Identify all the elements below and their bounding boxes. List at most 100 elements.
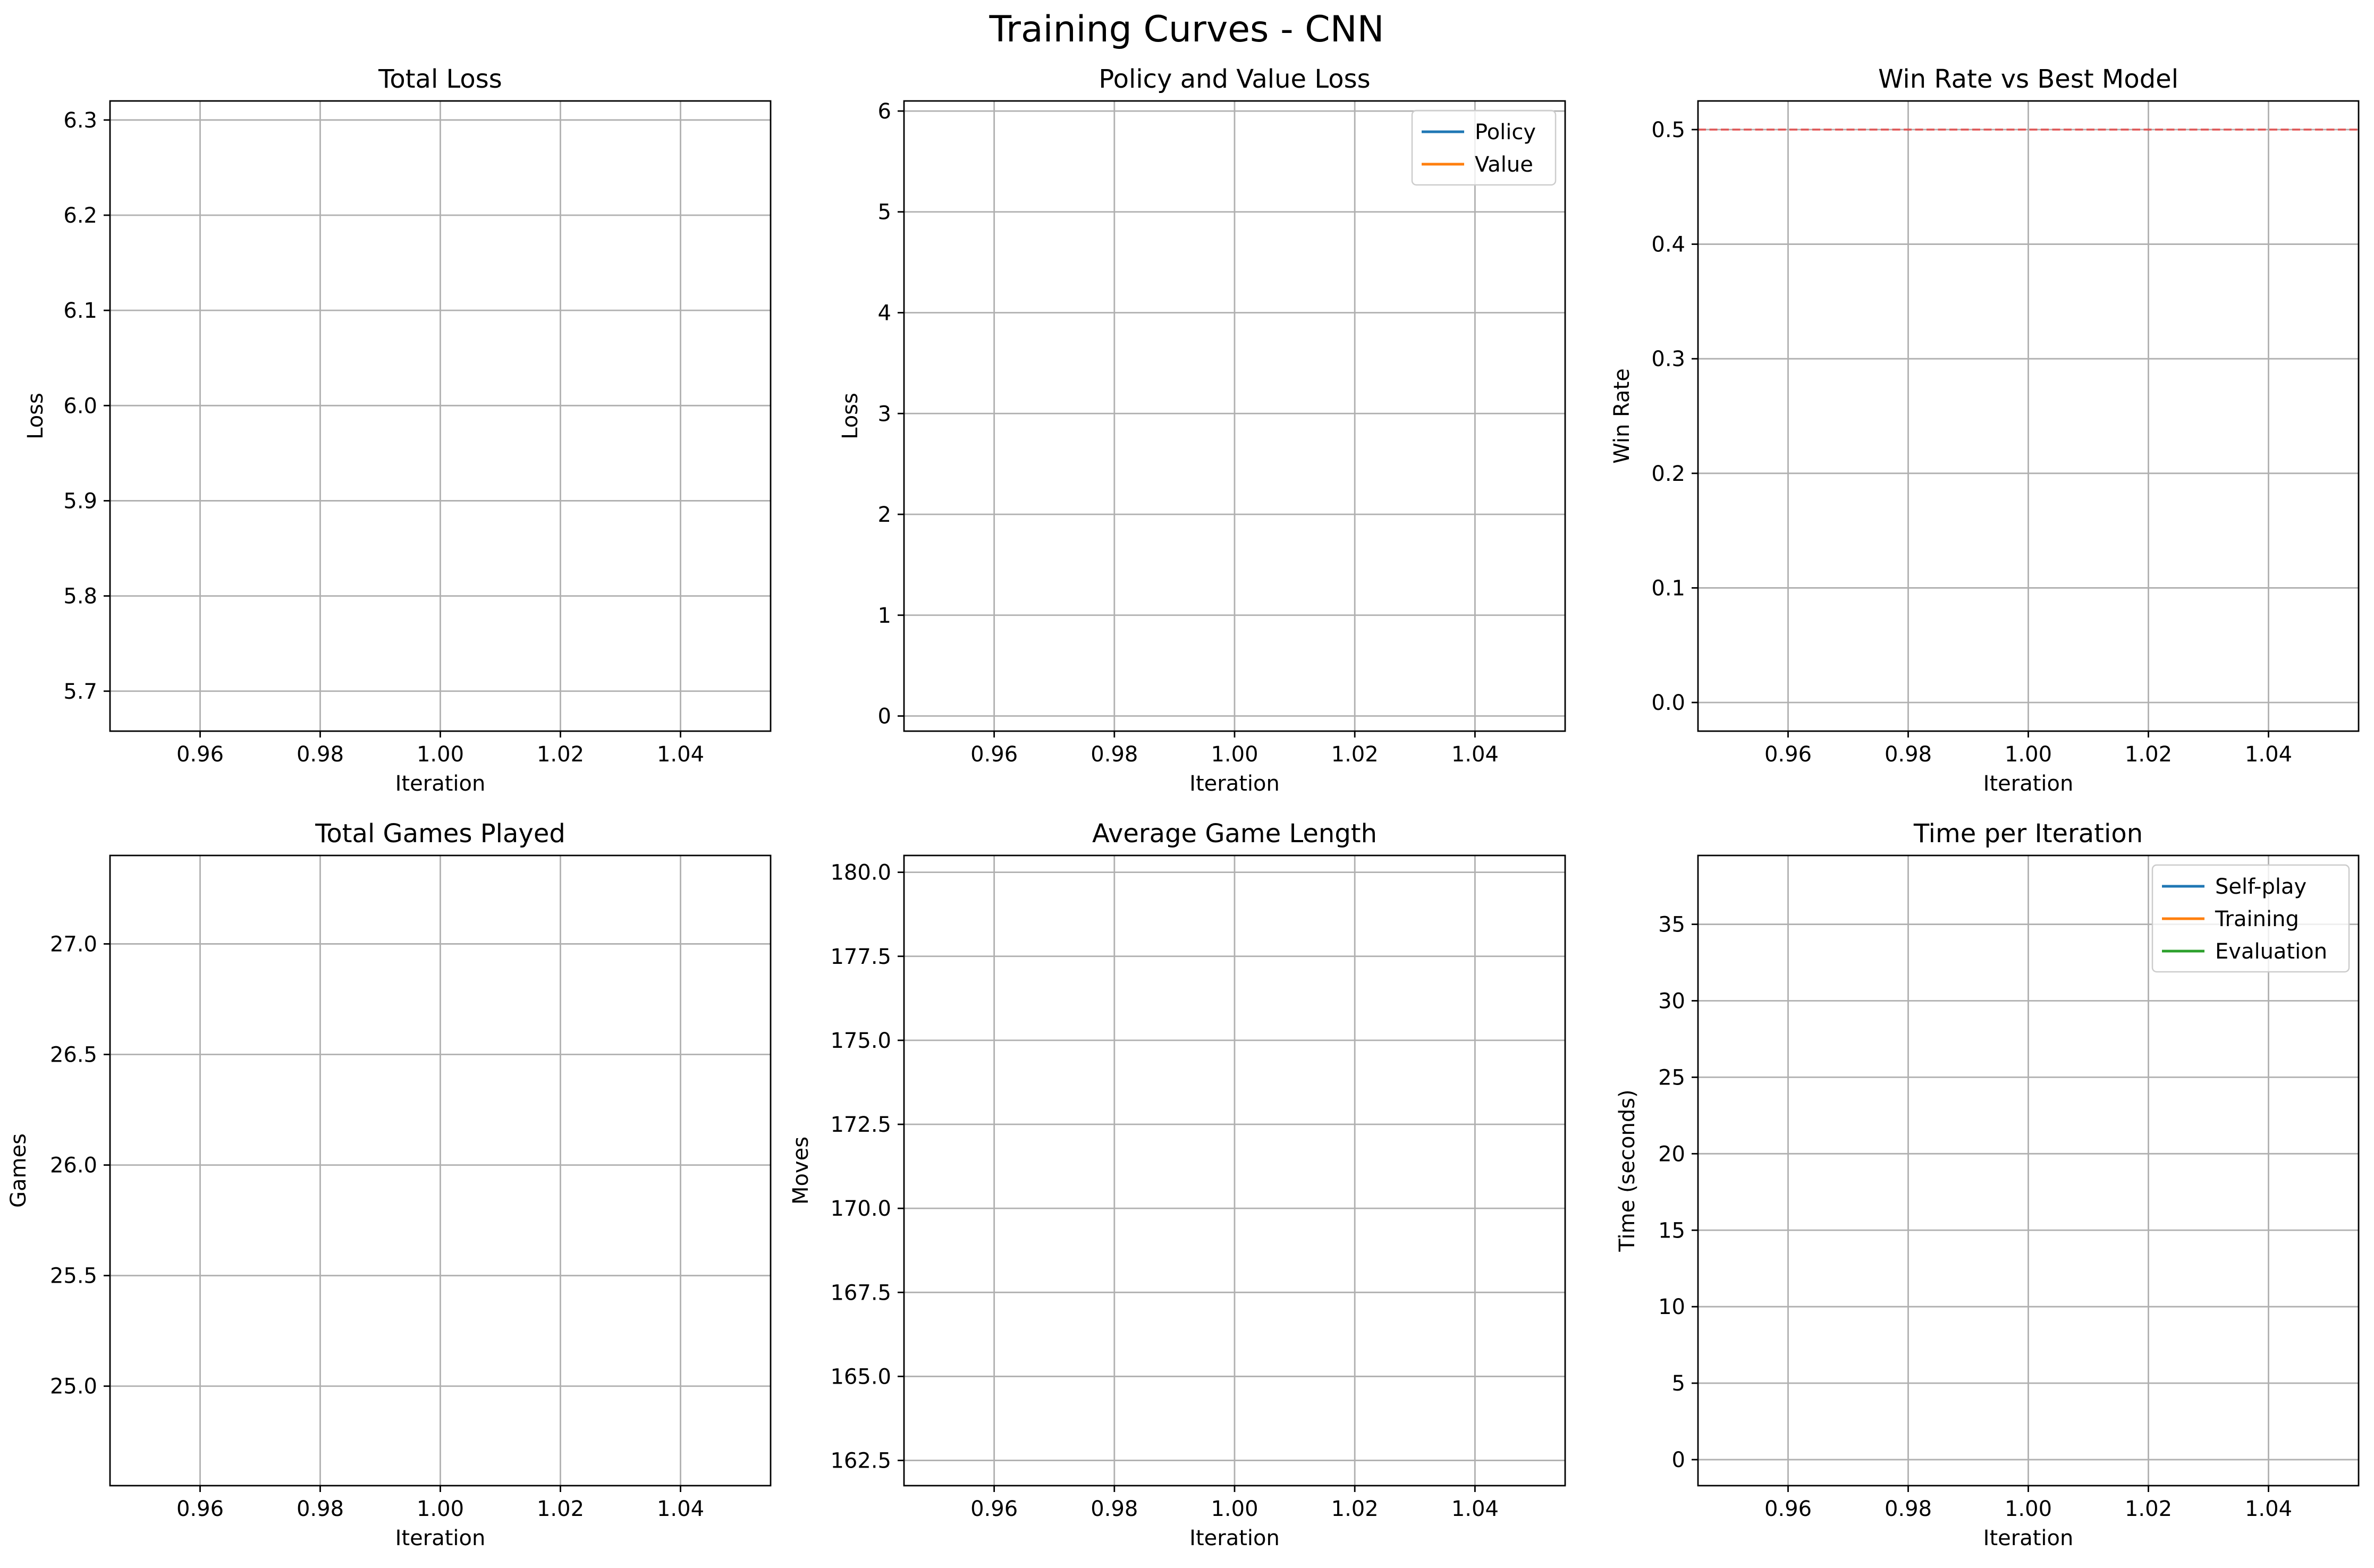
subplot-title: Win Rate vs Best Model — [1878, 64, 2178, 94]
subplot: 0.96 0.98 1.00 1.02 1.04 25.0 25.5 26.0 26.5 27.0… — [6, 819, 772, 1550]
subplot: 0.96 0.98 1.00 1.02 1.04 0 1 2 3 4 5 6 Policy and Va… — [838, 64, 1566, 796]
x-tick-label: 1.00 — [417, 742, 464, 767]
x-tick-label: 0.98 — [1091, 742, 1138, 767]
x-axis-label: Iteration — [1983, 772, 2074, 796]
x-tick-label: 1.00 — [2005, 1497, 2052, 1521]
x-tick-label: 1.02 — [537, 742, 584, 767]
y-tick-label: 6.2 — [63, 204, 97, 228]
x-tick-label: 0.98 — [1885, 742, 1932, 767]
y-tick-label: 30 — [1658, 989, 1685, 1013]
x-tick-label: 1.04 — [1451, 742, 1499, 767]
subplot-grid: 0.96 0.98 1.00 1.02 1.04 5.7 5.8 5.9 6.0 6.1 6.2 6.… — [6, 64, 2360, 1550]
y-tick-label: 10 — [1658, 1295, 1685, 1319]
y-tick-label: 25.0 — [50, 1375, 97, 1399]
x-tick-label: 0.96 — [970, 1497, 1018, 1521]
x-tick-label: 1.04 — [1451, 1497, 1499, 1521]
y-tick-label: 0.5 — [1651, 118, 1685, 142]
y-tick-label: 25.5 — [50, 1264, 97, 1289]
y-tick-label: 27.0 — [50, 932, 97, 956]
y-tick-label: 5.7 — [63, 680, 97, 704]
legend-label: Training — [2215, 907, 2299, 931]
y-tick-label: 20 — [1658, 1142, 1685, 1166]
y-tick-label: 6.3 — [63, 108, 97, 133]
legend-label: Value — [1475, 152, 1533, 177]
x-tick-label: 0.98 — [1885, 1497, 1932, 1521]
x-tick-label: 1.00 — [417, 1497, 464, 1521]
y-tick-label: 0.4 — [1651, 233, 1685, 257]
y-tick-label: 1 — [878, 604, 891, 628]
y-tick-label: 167.5 — [830, 1281, 891, 1305]
y-tick-label: 3 — [878, 402, 891, 426]
figure-title: Training Curves - CNN — [989, 9, 1384, 50]
x-tick-label: 1.04 — [2245, 1497, 2292, 1521]
legend: Policy Value — [1411, 109, 1557, 186]
y-tick-label: 0 — [1672, 1448, 1685, 1472]
x-tick-label: 0.96 — [176, 742, 224, 767]
x-axis-label: Iteration — [395, 1526, 486, 1550]
subplot-title: Policy and Value Loss — [1099, 64, 1370, 94]
x-tick-label: 0.98 — [297, 742, 344, 767]
y-tick-label: 0 — [878, 705, 891, 729]
y-tick-label: 172.5 — [830, 1113, 891, 1137]
y-axis-label: Games — [6, 1133, 31, 1208]
legend-label: Evaluation — [2215, 939, 2327, 964]
x-tick-label: 0.96 — [1764, 742, 1812, 767]
x-tick-label: 1.00 — [1211, 1497, 1258, 1521]
x-tick-label: 0.96 — [176, 1497, 224, 1521]
legend: Self-play Training Evaluation — [2151, 864, 2350, 973]
y-tick-label: 35 — [1658, 913, 1685, 937]
x-tick-label: 0.98 — [1091, 1497, 1138, 1521]
x-tick-label: 1.02 — [2125, 1497, 2172, 1521]
y-tick-label: 6.1 — [63, 299, 97, 323]
subplot: 0.96 0.98 1.00 1.02 1.04 0.0 0.1 0.2 0.3 0.4 0.5 Wi… — [1610, 64, 2360, 796]
x-tick-label: 0.96 — [970, 742, 1018, 767]
y-tick-label: 6.0 — [63, 394, 97, 418]
y-tick-label: 165.0 — [830, 1364, 891, 1389]
y-tick-label: 0.0 — [1651, 691, 1685, 715]
x-tick-label: 0.98 — [297, 1497, 344, 1521]
x-tick-label: 1.02 — [1331, 742, 1379, 767]
legend-box — [2151, 864, 2350, 973]
x-tick-label: 1.00 — [1211, 742, 1258, 767]
x-tick-label: 1.02 — [2125, 742, 2172, 767]
y-axis-label: Time (seconds) — [1615, 1089, 1640, 1252]
subplot-title: Time per Iteration — [1913, 819, 2143, 849]
y-tick-label: 0.1 — [1651, 576, 1685, 600]
legend-box — [1411, 109, 1557, 186]
x-axis-label: Iteration — [1189, 772, 1280, 796]
y-tick-label: 5 — [878, 200, 891, 225]
y-tick-label: 5 — [1672, 1371, 1685, 1396]
y-tick-label: 2 — [878, 503, 891, 527]
x-tick-label: 1.04 — [2245, 742, 2292, 767]
subplot-title: Average Game Length — [1092, 819, 1377, 849]
y-tick-label: 15 — [1658, 1218, 1685, 1243]
subplot: 0.96 0.98 1.00 1.02 1.04 162.5 165.0 167.5 170.0… — [789, 819, 1566, 1550]
y-axis-label: Moves — [789, 1137, 813, 1205]
x-tick-label: 1.02 — [1331, 1497, 1379, 1521]
y-tick-label: 180.0 — [830, 861, 891, 885]
y-tick-label: 25 — [1658, 1065, 1685, 1090]
y-tick-label: 26.5 — [50, 1043, 97, 1067]
x-tick-label: 1.04 — [657, 742, 704, 767]
y-tick-label: 4 — [878, 301, 891, 325]
y-axis-label: Loss — [838, 393, 863, 439]
y-tick-label: 175.0 — [830, 1029, 891, 1053]
subplot-title: Total Loss — [378, 64, 502, 94]
subplot: 0.96 0.98 1.00 1.02 1.04 5.7 5.8 5.9 6.0 6.1 6.2 6.… — [23, 64, 772, 796]
y-axis-label: Win Rate — [1610, 368, 1634, 464]
y-tick-label: 0.2 — [1651, 462, 1685, 486]
y-tick-label: 5.9 — [63, 489, 97, 513]
y-tick-label: 5.8 — [63, 584, 97, 609]
subplot: 0.96 0.98 1.00 1.02 1.04 0 5 10 15 20 25 30 35 Time p… — [1615, 819, 2360, 1550]
x-tick-label: 1.02 — [537, 1497, 584, 1521]
y-tick-label: 162.5 — [830, 1449, 891, 1473]
y-tick-label: 6 — [878, 99, 891, 124]
y-tick-label: 0.3 — [1651, 347, 1685, 371]
y-axis-label: Loss — [23, 393, 48, 439]
y-tick-label: 26.0 — [50, 1154, 97, 1178]
y-tick-label: 170.0 — [830, 1197, 891, 1221]
subplot-title: Total Games Played — [315, 819, 565, 849]
x-tick-label: 1.04 — [657, 1497, 704, 1521]
x-tick-label: 1.00 — [2005, 742, 2052, 767]
